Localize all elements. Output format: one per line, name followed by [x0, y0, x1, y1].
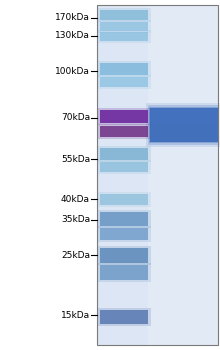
Text: 55kDa: 55kDa — [61, 154, 90, 163]
Bar — [97, 226, 151, 242]
Bar — [97, 146, 151, 162]
Bar — [149, 107, 218, 143]
Bar — [97, 20, 151, 33]
Bar — [97, 5, 218, 345]
Bar — [97, 8, 151, 22]
Bar — [97, 124, 151, 139]
Bar — [148, 5, 218, 345]
Bar — [100, 228, 148, 240]
Text: 40kDa: 40kDa — [61, 195, 90, 203]
Bar — [97, 246, 151, 265]
Text: 170kDa: 170kDa — [55, 14, 90, 22]
Bar — [100, 148, 148, 160]
Bar — [97, 210, 151, 228]
Bar — [100, 310, 148, 324]
Bar — [100, 10, 148, 20]
Bar — [146, 103, 220, 147]
Bar — [100, 77, 148, 87]
Bar — [97, 192, 151, 207]
Text: 130kDa: 130kDa — [55, 32, 90, 41]
Bar — [97, 75, 151, 89]
Bar — [97, 5, 218, 345]
Bar — [97, 160, 151, 174]
Bar — [97, 263, 151, 282]
Text: 15kDa: 15kDa — [61, 310, 90, 320]
Text: 70kDa: 70kDa — [61, 113, 90, 122]
Bar — [97, 108, 151, 125]
Bar — [100, 32, 148, 41]
Bar — [148, 105, 219, 145]
Bar — [100, 248, 148, 263]
Bar — [97, 308, 151, 326]
Bar — [150, 108, 218, 125]
Text: 25kDa: 25kDa — [61, 251, 90, 259]
Bar — [100, 126, 148, 137]
Bar — [100, 162, 148, 172]
Text: 100kDa: 100kDa — [55, 66, 90, 76]
Bar — [100, 110, 148, 123]
Bar — [100, 194, 148, 205]
Bar — [97, 30, 151, 43]
Text: 35kDa: 35kDa — [61, 216, 90, 224]
Bar — [100, 265, 148, 280]
Bar — [97, 61, 151, 77]
Bar — [100, 212, 148, 226]
Bar — [150, 108, 218, 142]
Bar — [100, 63, 148, 75]
Bar — [100, 22, 148, 31]
